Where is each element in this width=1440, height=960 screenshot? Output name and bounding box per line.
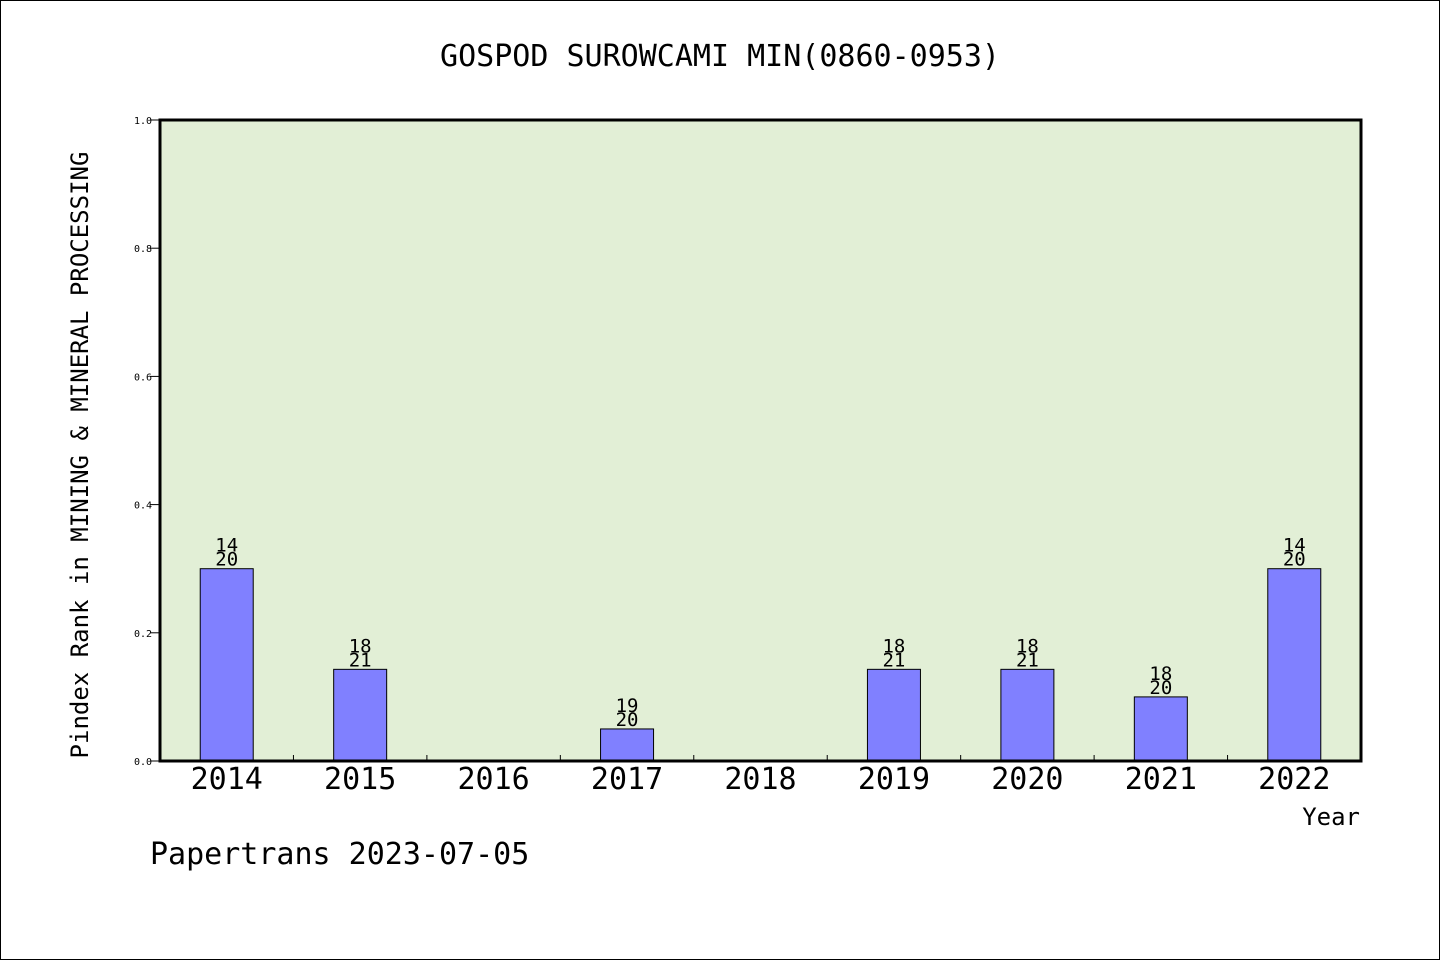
bar-label-total: 21: [1016, 649, 1039, 671]
bar-2020: [1000, 668, 1055, 762]
x-tick-label: 2020: [991, 762, 1063, 797]
y-axis-label: Pindex Rank in MINING & MINERAL PROCESSI…: [66, 152, 94, 759]
x-axis-ticks: 2014 2015 2016 2017 2018 2019 2020 2021 2022: [191, 755, 1330, 797]
x-tick-label: 2021: [1125, 762, 1197, 797]
bar-label-rank: 14: [1283, 535, 1306, 557]
chart-title: GOSPOD SUROWCAMI MIN(0860-0953): [440, 39, 1000, 74]
bar-2019: [866, 668, 921, 762]
x-tick-label: 2018: [724, 762, 796, 797]
bar-label-rank: 14: [215, 535, 238, 557]
y-tick-label: 0.2: [134, 629, 152, 640]
bar-2014: [199, 568, 254, 762]
footer-credit: Papertrans 2023-07-05: [150, 837, 529, 872]
y-tick-label: 0.6: [134, 372, 152, 383]
bar-2021: [1133, 696, 1188, 762]
x-tick-label: 2019: [858, 762, 930, 797]
y-tick-label: 0.0: [134, 757, 152, 768]
bar-label-total: 20: [616, 709, 639, 731]
y-tick-label: 1.0: [134, 116, 152, 127]
bar-2017: [600, 728, 655, 762]
plot-border: [158, 118, 1363, 763]
y-tick-label: 0.4: [134, 501, 152, 512]
x-tick-label: 2016: [457, 762, 529, 797]
x-tick-label: 2017: [591, 762, 663, 797]
bar-2015: [333, 668, 388, 762]
bar-label-rank: 18: [1016, 635, 1039, 657]
x-tick-label: 2015: [324, 762, 396, 797]
bar-label-total: 20: [1149, 677, 1172, 699]
y-tick-label: 0.8: [134, 244, 152, 255]
bar-label-rank: 19: [616, 695, 639, 717]
bar-label-total: 21: [349, 649, 372, 671]
x-tick-label: 2022: [1258, 762, 1330, 797]
x-tick-label: 2014: [191, 762, 263, 797]
bar-label-total: 20: [1283, 549, 1306, 571]
bar-label-rank: 18: [882, 635, 905, 657]
bar-label-rank: 18: [349, 635, 372, 657]
plot-area: [160, 120, 1361, 761]
bar-label-total: 20: [215, 549, 238, 571]
bar-label-rank: 18: [1149, 663, 1172, 685]
x-axis-label: Year: [1302, 803, 1360, 831]
bar-2022: [1267, 568, 1322, 762]
y-axis-ticks: 0.0 0.2 0.4 0.6 0.8 1.0: [134, 116, 160, 768]
bar-label-total: 21: [882, 649, 905, 671]
